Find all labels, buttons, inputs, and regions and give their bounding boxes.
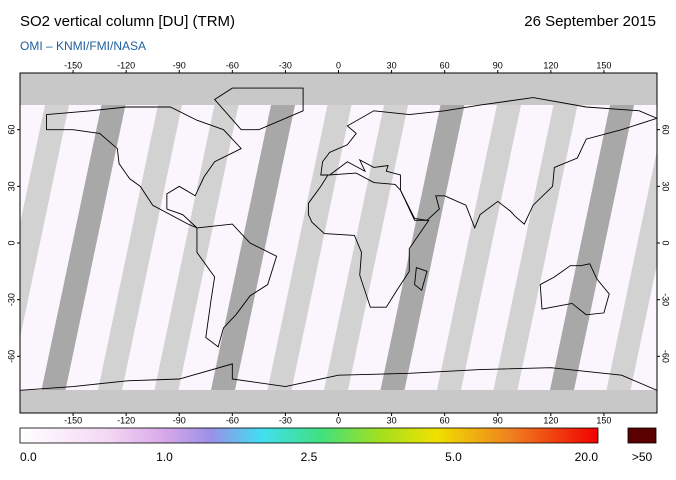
lon-tick-label: 90 [493,60,503,70]
colorbar-label: 20.0 [575,450,599,464]
coastline [320,97,657,230]
swath [0,105,13,390]
orbit-swaths [0,105,657,390]
lat-tick-label: -30 [6,293,16,306]
swath [324,105,408,390]
lon-tick-label: -30 [279,415,292,425]
polar-night [20,73,657,105]
lon-tick-label: -150 [64,60,82,70]
lon-tick-label: -90 [173,415,186,425]
lon-tick-label: -90 [173,60,186,70]
coastline [213,87,304,131]
swath [550,105,634,390]
coastline [20,363,657,413]
date: 26 September 2015 [524,13,656,30]
swath [267,105,352,390]
lon-tick-label: -60 [226,60,239,70]
lon-tick-label: 120 [543,415,558,425]
lon-tick-label: -120 [117,60,135,70]
colorbar-label: 1.0 [156,450,173,464]
lon-tick-label: 90 [493,415,503,425]
lat-tick-label: 30 [6,181,16,191]
swath [606,150,657,390]
colorbar [19,427,599,444]
lon-tick-label: 0 [336,60,341,70]
swath [41,105,126,390]
credit: OMI – KNMI/FMI/NASA [20,39,146,53]
coastline [414,266,428,291]
coastline [539,263,610,316]
map [0,73,657,413]
swath [20,105,69,338]
lon-tick-label: 150 [596,60,611,70]
swath [98,105,182,390]
lon-tick-label: 0 [336,415,341,425]
lat-tick-label: 30 [661,181,671,191]
title: SO2 vertical column [DU] (TRM) [20,13,235,30]
no-data [20,390,657,413]
swath [380,105,465,390]
lon-tick-label: -60 [226,415,239,425]
coastline [307,172,430,308]
lat-tick-label: 0 [6,240,16,245]
lat-tick-label: 60 [6,125,16,135]
swath [437,105,521,390]
lon-tick-label: 60 [440,415,450,425]
ticks: -150 -150 -120 -120 -90 -90 -60 -60 -30 -30 0 0 30 30… [6,60,670,425]
lon-tick-label: -150 [64,415,82,425]
colorbar-label: 5.0 [445,450,462,464]
colorbar-label: 0.0 [20,450,37,464]
lon-tick-label: -120 [117,415,135,425]
coastlines [20,87,657,413]
lon-tick-label: -30 [279,60,292,70]
lon-tick-label: 30 [387,415,397,425]
coastline [46,106,242,229]
overflow-label: >50 [632,450,653,464]
lon-tick-label: 120 [543,60,558,70]
lat-tick-label: 60 [661,125,671,135]
colorbar-label: 2.5 [301,450,318,464]
lon-tick-label: 60 [440,60,450,70]
lon-tick-label: 30 [387,60,397,70]
coastline [196,223,278,348]
lat-tick-label: -30 [661,293,671,306]
lat-tick-label: -60 [661,350,671,363]
swath [493,105,578,390]
colorbar-labels: 0.0 1.0 2.5 5.0 20.0 [20,450,598,464]
lat-tick-label: 0 [661,240,671,245]
lon-tick-label: 150 [596,415,611,425]
colorbar-overflow [627,427,657,444]
lat-tick-label: -60 [6,350,16,363]
